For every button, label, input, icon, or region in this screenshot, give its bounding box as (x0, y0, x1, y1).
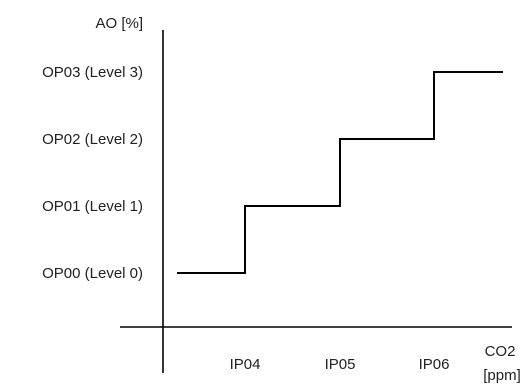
y-tick-label-2: OP02 (Level 2) (42, 131, 143, 148)
x-tick-label-0: IP04 (230, 356, 261, 373)
x-tick-label-1: IP05 (325, 356, 356, 373)
y-tick-label-0: OP00 (Level 0) (42, 265, 143, 282)
x-tick-label-2: IP06 (419, 356, 450, 373)
y-axis-label: AO [%] (95, 15, 143, 32)
step-series-line (177, 71, 503, 274)
x-axis-label-line1: CO2 (485, 343, 516, 360)
y-tick-label-1: OP01 (Level 1) (42, 198, 143, 215)
y-tick-label-3: OP03 (Level 3) (42, 64, 143, 81)
x-axis-label-line2: [ppm] (483, 367, 521, 384)
